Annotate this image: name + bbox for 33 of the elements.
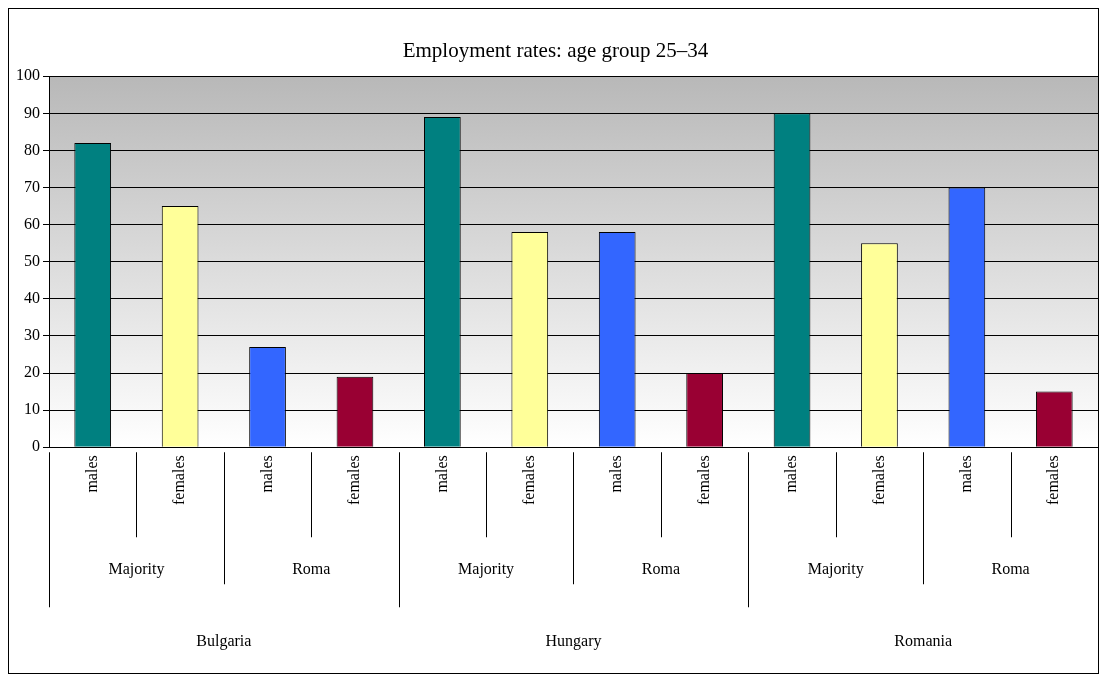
x-tick-label: females: [170, 455, 188, 505]
text: Roma: [292, 560, 331, 578]
x-tick-label: males: [82, 455, 100, 493]
text: Majority: [807, 560, 864, 579]
x-tick-label: females: [694, 455, 712, 505]
text: Bulgaria: [196, 632, 252, 651]
x-tick-label: females: [1044, 455, 1062, 505]
text: Majority: [108, 560, 165, 579]
x-tick-label: males: [607, 455, 625, 493]
y-tick-label: 90: [24, 103, 40, 121]
x-tick-label: males: [432, 455, 450, 493]
x-tick-label: females: [869, 455, 887, 505]
y-tick-label: 50: [24, 251, 40, 269]
y-tick-label: 10: [24, 400, 40, 418]
x-tick-label: males: [957, 455, 975, 493]
text: Roma: [641, 560, 681, 578]
x-tick-label: males: [782, 455, 800, 493]
y-tick-label: 0: [32, 437, 40, 455]
text: Roma: [991, 560, 1030, 578]
x-tick-label: females: [345, 455, 363, 505]
y-tick-label: 30: [24, 326, 40, 344]
text: Majority: [458, 560, 515, 579]
text: Romania: [894, 632, 953, 650]
x-tick-label: males: [257, 455, 275, 493]
y-tick-label: 40: [24, 289, 40, 307]
y-tick-label: 20: [24, 363, 40, 381]
x-tick-label: females: [519, 455, 537, 505]
chart-title: Employment rates: age group 25–34: [402, 38, 709, 63]
y-tick-label: 60: [24, 214, 40, 232]
text: Hungary: [545, 632, 602, 651]
y-tick-label: 70: [24, 177, 40, 195]
y-tick-label: 80: [24, 140, 40, 158]
y-tick-label: 100: [16, 66, 40, 84]
